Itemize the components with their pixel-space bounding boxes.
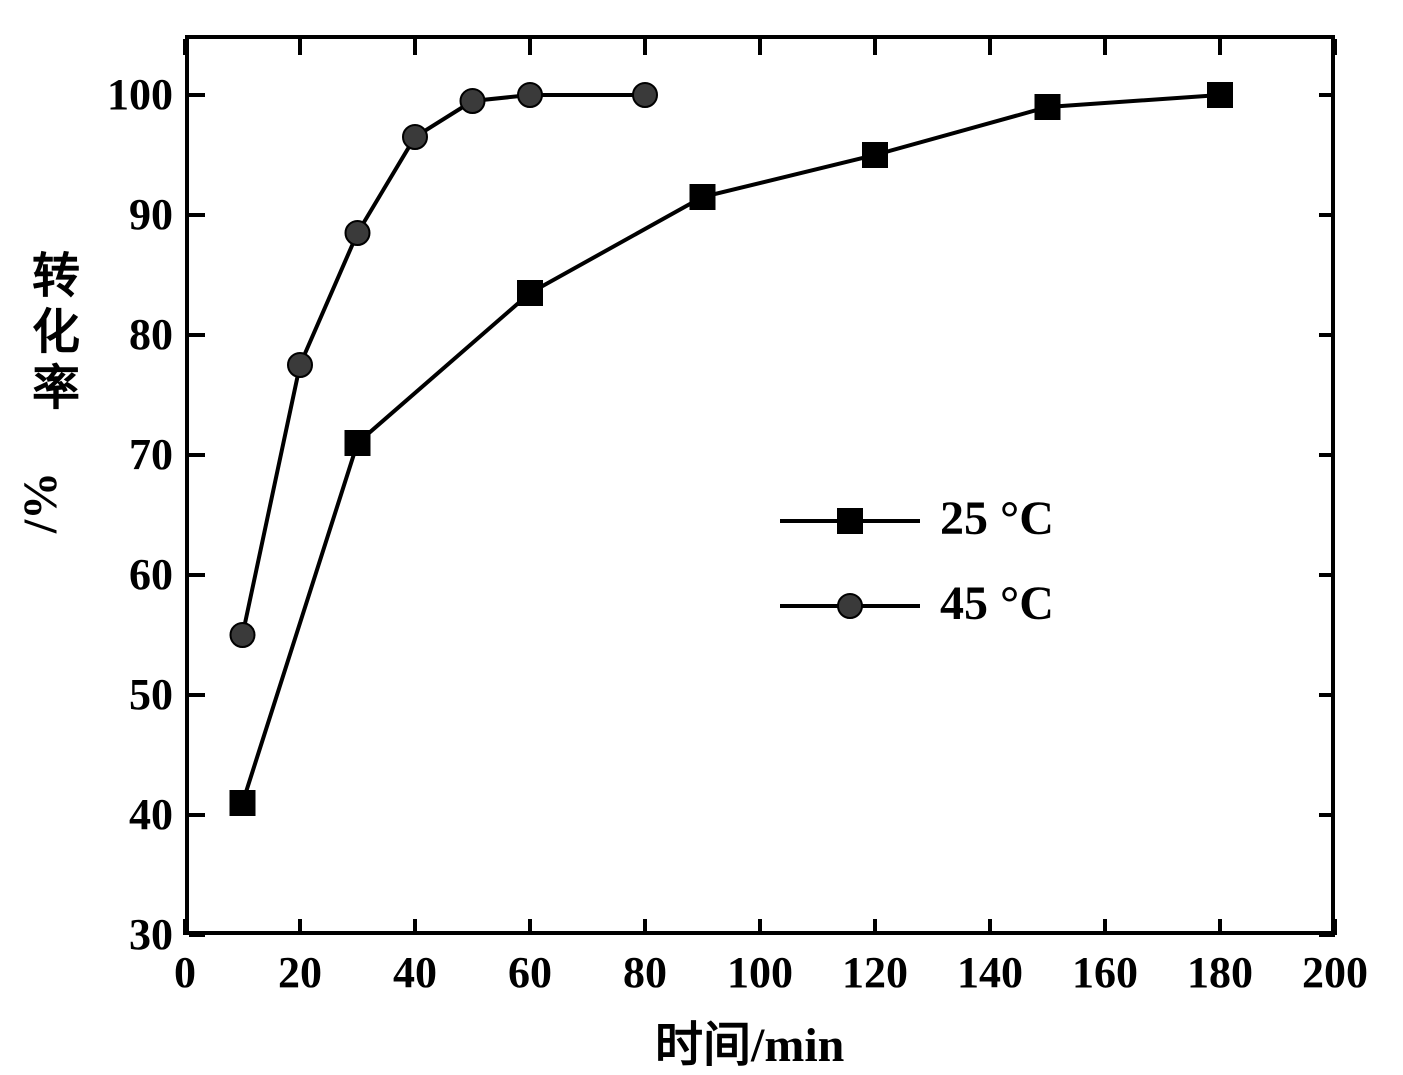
x-tick-mark [1333,919,1337,935]
x-tick-mark-top [758,39,762,55]
x-tick-label: 60 [490,947,570,998]
x-tick-mark [413,919,417,935]
x-tick-mark-top [1333,39,1337,55]
x-tick-mark-top [643,39,647,55]
x-tick-label: 140 [950,947,1030,998]
y-tick-mark-right [1319,453,1335,457]
x-tick-label: 80 [605,947,685,998]
x-tick-mark [758,919,762,935]
y-tick-mark [189,693,205,697]
y-tick-label: 80 [129,309,173,360]
x-tick-mark-top [1103,39,1107,55]
y-tick-mark [189,453,205,457]
x-tick-mark [1218,919,1222,935]
y-tick-mark [189,573,205,577]
x-tick-mark [873,919,877,935]
x-tick-mark [528,919,532,935]
x-tick-label: 100 [720,947,800,998]
y-tick-label: 50 [129,669,173,720]
y-tick-label: 40 [129,789,173,840]
y-tick-label: 70 [129,429,173,480]
x-tick-label: 120 [835,947,915,998]
y-tick-label: 60 [129,549,173,600]
chart-container: 转化率 /% 时间/min 25 °C45 °C 304050607080901… [0,0,1403,1075]
y-tick-mark-right [1319,573,1335,577]
x-tick-label: 40 [375,947,455,998]
legend-marker-circle-icon [835,591,865,621]
series-line-25C [243,95,1221,803]
x-tick-mark-top [1218,39,1222,55]
y-tick-mark-right [1319,693,1335,697]
plot-svg [0,0,1403,1075]
x-tick-label: 180 [1180,947,1260,998]
x-tick-mark-top [183,39,187,55]
x-tick-mark-top [298,39,302,55]
x-tick-mark-top [413,39,417,55]
x-tick-mark-top [988,39,992,55]
x-tick-mark [298,919,302,935]
y-tick-label: 90 [129,189,173,240]
y-tick-mark [189,333,205,337]
legend-label: 45 °C [940,576,1054,631]
legend-marker-square-icon [835,506,865,536]
y-tick-mark-right [1319,213,1335,217]
x-tick-mark [643,919,647,935]
x-tick-label: 160 [1065,947,1145,998]
y-tick-label: 100 [107,69,173,120]
y-tick-mark [189,933,205,937]
y-tick-mark [189,213,205,217]
x-tick-mark [1103,919,1107,935]
x-tick-label: 20 [260,947,340,998]
y-tick-mark [189,813,205,817]
x-tick-label: 200 [1295,947,1375,998]
y-tick-mark [189,93,205,97]
x-tick-mark-top [873,39,877,55]
x-tick-label: 0 [145,947,225,998]
x-tick-mark-top [528,39,532,55]
y-tick-mark-right [1319,93,1335,97]
legend-label: 25 °C [940,491,1054,546]
x-tick-mark [988,919,992,935]
y-tick-mark-right [1319,333,1335,337]
x-tick-mark [183,919,187,935]
y-tick-mark-right [1319,813,1335,817]
